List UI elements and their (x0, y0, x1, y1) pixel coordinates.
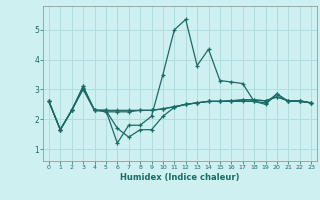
X-axis label: Humidex (Indice chaleur): Humidex (Indice chaleur) (120, 173, 240, 182)
